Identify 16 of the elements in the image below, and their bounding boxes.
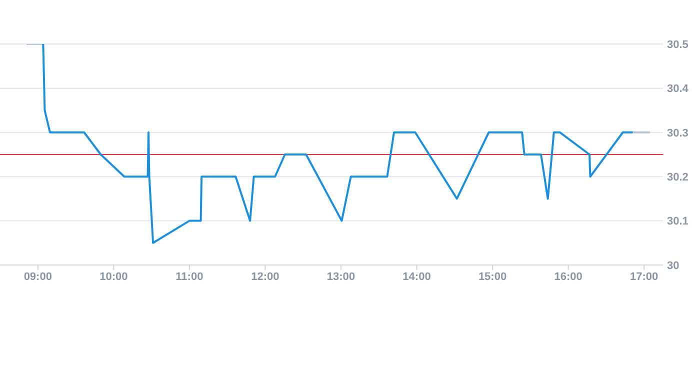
- y-tick-label: 30.5: [667, 38, 688, 51]
- x-tick-label: 09:00: [24, 270, 52, 283]
- y-tick-label: 30.2: [667, 172, 688, 184]
- y-tick-label: 30.1: [667, 216, 688, 228]
- x-tick-label: 16:00: [554, 270, 582, 283]
- x-tick-label: 12:00: [251, 270, 280, 283]
- x-tick-label: 10:00: [100, 270, 128, 283]
- x-tick-label: 17:00: [630, 270, 658, 283]
- x-tick-label: 14:00: [402, 270, 431, 283]
- x-tick-label: 11:00: [176, 270, 204, 283]
- y-tick-label: 30.3: [667, 127, 688, 140]
- y-tick-label: 30: [667, 260, 680, 272]
- x-tick-label: 15:00: [478, 270, 507, 283]
- y-tick-label: 30.4: [667, 83, 690, 96]
- line-series: [42, 44, 634, 244]
- x-tick-label: 13:00: [326, 270, 356, 283]
